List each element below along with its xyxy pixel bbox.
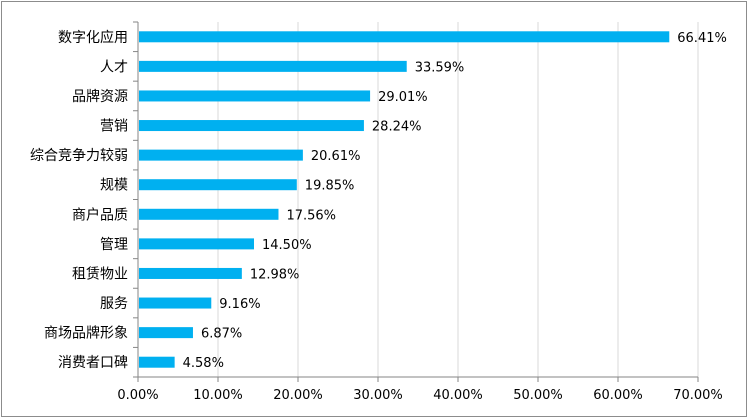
category-label: 租赁物业 <box>72 266 128 282</box>
category-label: 管理 <box>100 237 128 253</box>
bar <box>139 60 407 72</box>
x-tick-label: 70.00% <box>673 388 723 403</box>
category-label: 综合竞争力较弱 <box>30 147 128 164</box>
data-label: 4.58% <box>183 356 224 371</box>
data-label: 19.85% <box>305 179 355 194</box>
x-tick-label: 30.00% <box>353 388 403 403</box>
x-tick-label: 10.00% <box>193 388 243 403</box>
data-label: 20.61% <box>311 149 361 164</box>
data-label: 17.56% <box>286 208 336 223</box>
bar <box>139 31 670 43</box>
data-label: 28.24% <box>372 120 422 135</box>
data-label: 12.98% <box>250 267 300 282</box>
bar <box>139 327 193 339</box>
category-label: 消费者口碑 <box>58 355 128 371</box>
category-label: 商场品牌形象 <box>44 325 128 342</box>
data-label: 29.01% <box>378 90 428 105</box>
category-label: 营销 <box>100 119 128 135</box>
data-label: 9.16% <box>219 297 260 312</box>
bar <box>139 90 371 102</box>
data-label: 6.87% <box>201 327 242 342</box>
category-label: 品牌资源 <box>72 88 128 105</box>
bar <box>139 120 364 132</box>
data-label: 66.41% <box>677 31 727 46</box>
bar <box>139 238 254 250</box>
category-label: 服务 <box>100 296 128 312</box>
bar <box>139 179 297 191</box>
bar <box>139 208 279 220</box>
category-label: 规模 <box>100 178 128 194</box>
x-tick-label: 40.00% <box>433 388 483 403</box>
x-tick-label: 20.00% <box>273 388 323 403</box>
x-tick-label: 0.00% <box>117 388 158 403</box>
bar <box>139 297 212 309</box>
data-label: 33.59% <box>415 60 465 75</box>
data-label: 14.50% <box>262 238 312 253</box>
bar <box>139 356 175 368</box>
bar <box>139 149 303 161</box>
category-label: 商户品质 <box>72 206 128 223</box>
x-tick-label: 50.00% <box>513 388 563 403</box>
category-label: 人才 <box>100 59 128 75</box>
category-label: 数字化应用 <box>58 29 128 46</box>
bar <box>139 267 242 279</box>
x-tick-label: 60.00% <box>593 388 643 403</box>
